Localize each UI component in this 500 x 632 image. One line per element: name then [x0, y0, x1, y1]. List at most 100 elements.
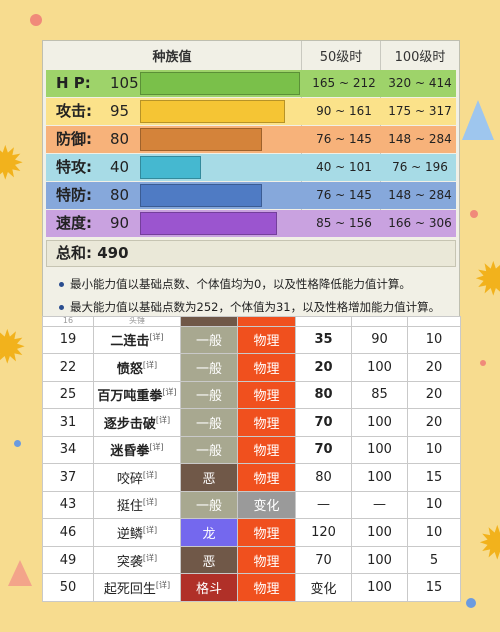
- table-row: 50 起死回生[详] 格斗 物理 变化 100 15: [42, 573, 461, 602]
- move-level: 22: [42, 353, 94, 382]
- move-power: 70: [295, 408, 352, 437]
- move-category-badge: 物理: [237, 573, 296, 602]
- move-level: 25: [42, 380, 94, 410]
- stat-bar: [140, 212, 278, 235]
- move-power: 20: [295, 353, 352, 382]
- move-level: 49: [42, 545, 94, 575]
- sun-icon: ✹: [0, 320, 27, 374]
- note-min: 最小能力值以基础点数、个体值均为0，以及性格降低能力值计算。: [59, 276, 411, 292]
- move-type-badge[interactable]: 一般: [180, 435, 238, 465]
- move-detail-link[interactable]: [详]: [155, 580, 171, 590]
- move-category-badge: 变化: [237, 490, 296, 520]
- move-name-link[interactable]: 咬碎: [116, 471, 143, 487]
- triangle-decor-icon: [8, 560, 32, 586]
- base-stats-title: 种族值: [152, 49, 192, 65]
- stat-lv50-range: 76 ~ 145: [316, 188, 372, 202]
- move-name[interactable]: 百万吨重拳[详]: [93, 380, 181, 410]
- table-row: 37 咬碎[详] 恶物理 80 100 15: [42, 463, 461, 492]
- stat-bar: [140, 72, 300, 95]
- stat-lv100-range: 148 ~ 284: [388, 132, 452, 146]
- move-name-link[interactable]: 逐步击破: [103, 416, 156, 432]
- stat-lv50-range: 85 ~ 156: [316, 216, 372, 230]
- stat-base-value: 95: [110, 102, 130, 120]
- stat-base-value: 90: [110, 214, 130, 232]
- move-name[interactable]: 逐步击破[详]: [93, 408, 181, 437]
- move-name[interactable]: 挺住[详]: [93, 490, 181, 520]
- move-detail-link[interactable]: [详]: [149, 332, 164, 342]
- move-detail-link[interactable]: [详]: [142, 360, 158, 370]
- sun-icon: ✹: [474, 252, 500, 306]
- move-power: 80: [295, 380, 352, 410]
- sun-icon: ✹: [0, 136, 25, 190]
- move-name-link[interactable]: 愤怒: [116, 361, 143, 377]
- move-type-badge[interactable]: 一般: [180, 380, 238, 410]
- move-level: 46: [42, 518, 94, 547]
- move-detail-link[interactable]: [详]: [142, 553, 158, 563]
- base-stats-card: 种族值 50级时 100级时 H P: 105 165 ~ 212 320 ~ 414…: [42, 40, 460, 320]
- move-name[interactable]: 愤怒[详]: [93, 353, 181, 382]
- move-level: 16: [42, 316, 94, 327]
- lv100-header: 100级时: [394, 49, 446, 65]
- move-name[interactable]: 二连击[详]: [93, 325, 181, 355]
- move-name[interactable]: 突袭[详]: [93, 545, 181, 575]
- move-accuracy: 100: [351, 408, 408, 437]
- move-detail-link[interactable]: [详]: [155, 415, 171, 425]
- move-accuracy: 100: [351, 463, 408, 492]
- sun-icon: ✹: [478, 516, 500, 570]
- move-name-link[interactable]: 迷昏拳: [110, 444, 150, 460]
- move-category: [237, 316, 296, 327]
- stat-name: 攻击:: [56, 102, 92, 120]
- move-name[interactable]: 咬碎[详]: [93, 463, 181, 492]
- move-name-link[interactable]: 突袭: [116, 554, 143, 570]
- move-pp: [407, 316, 461, 327]
- move-detail-link[interactable]: [详]: [142, 470, 158, 480]
- move-detail-link[interactable]: [详]: [149, 443, 164, 453]
- move-detail-link[interactable]: [详]: [142, 498, 158, 508]
- stat-lv100-range: 148 ~ 284: [388, 188, 452, 202]
- move-pp: 5: [407, 545, 461, 575]
- move-category-badge: 物理: [237, 380, 296, 410]
- move-accuracy: 100: [351, 573, 408, 602]
- stat-lv50-range: 165 ~ 212: [312, 76, 376, 90]
- move-pp: 10: [407, 435, 461, 465]
- table-row: 43 挺住[详] 一般 变化 — —10: [42, 490, 461, 520]
- move-name[interactable]: 起死回生[详]: [93, 573, 181, 602]
- move-detail-link[interactable]: [详]: [162, 388, 177, 398]
- table-row: 34 迷昏拳[详] 一般 物理 70 100 10: [42, 435, 461, 465]
- move-power: 80: [295, 463, 352, 492]
- table-row: 16 头锤: [42, 316, 461, 327]
- stat-name: 防御:: [56, 130, 92, 148]
- stat-row: 速度: 90 85 ~ 156 166 ~ 306: [46, 210, 456, 237]
- move-name-link[interactable]: 起死回生: [103, 582, 156, 598]
- move-type-badge[interactable]: 一般: [180, 325, 238, 355]
- move-name-link[interactable]: 挺住: [116, 499, 143, 515]
- move-name[interactable]: 迷昏拳[详]: [93, 435, 181, 465]
- move-name-link[interactable]: 百万吨重拳: [97, 389, 163, 405]
- move-type-badge[interactable]: 一般: [180, 408, 238, 437]
- lv50-header: 50级时: [319, 49, 363, 65]
- move-name-link[interactable]: 逆鳞: [116, 527, 143, 543]
- move-type-badge[interactable]: 龙: [180, 518, 238, 547]
- stat-bar: [140, 128, 262, 151]
- move-category-badge: 物理: [237, 435, 296, 465]
- move-pp: 10: [407, 325, 461, 355]
- stat-row: 特攻: 40 40 ~ 101 76 ~ 196: [46, 154, 456, 181]
- stat-name: H P:: [56, 74, 91, 92]
- table-row: 22 愤怒[详] 一般 物理 20 100 20: [42, 353, 461, 382]
- move-type-badge[interactable]: 恶: [180, 463, 238, 492]
- move-detail-link[interactable]: [详]: [142, 525, 158, 535]
- move-power: 35: [295, 325, 352, 355]
- move-type-badge[interactable]: 一般: [180, 490, 238, 520]
- move-pp: 20: [407, 408, 461, 437]
- move-type-badge[interactable]: 格斗: [180, 573, 238, 602]
- move-name-link[interactable]: 二连击: [110, 334, 150, 350]
- move-name[interactable]: 逆鳞[详]: [93, 518, 181, 547]
- triangle-decor-icon: [462, 100, 494, 140]
- move-type-badge[interactable]: 一般: [180, 353, 238, 382]
- move-level: 37: [42, 463, 94, 492]
- move-type-badge[interactable]: 恶: [180, 545, 238, 575]
- move-pp: 20: [407, 380, 461, 410]
- move-category-badge: 物理: [237, 353, 296, 382]
- move-type: [180, 316, 238, 327]
- move-accuracy: 100: [351, 518, 408, 547]
